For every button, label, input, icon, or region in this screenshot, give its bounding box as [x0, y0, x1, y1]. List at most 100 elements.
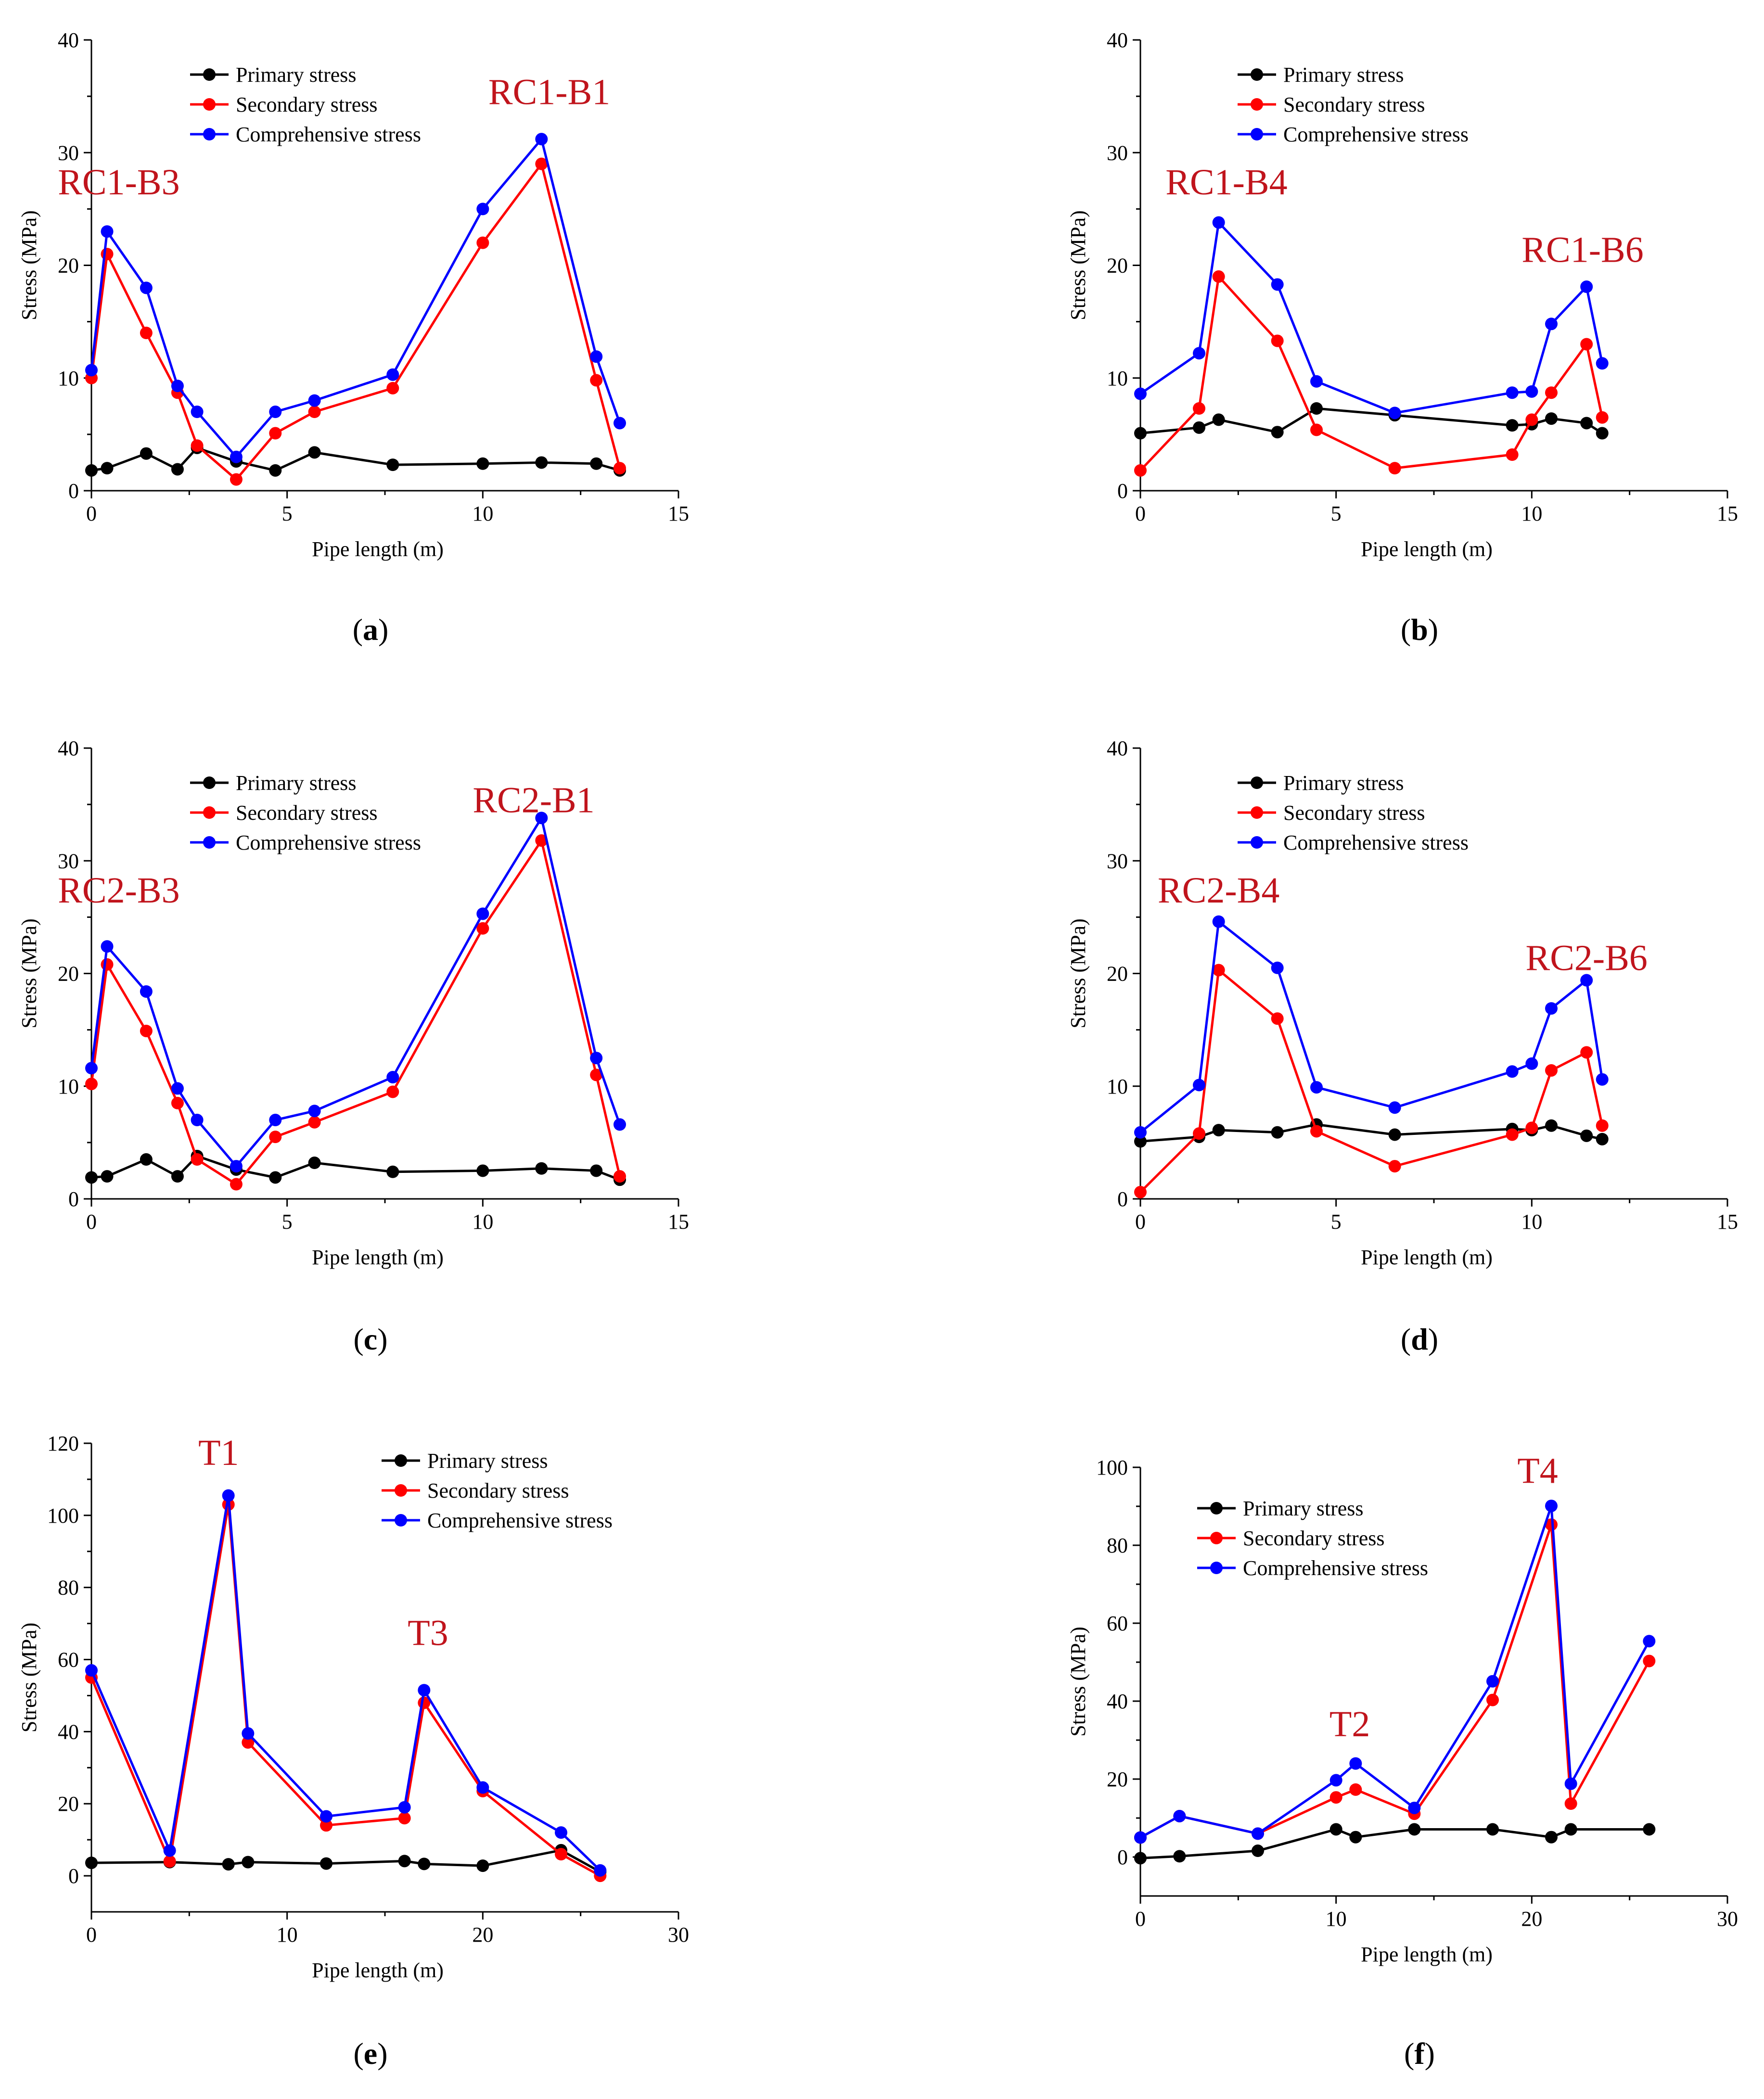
data-point-secondary — [386, 1085, 399, 1098]
data-point-secondary — [1193, 402, 1205, 415]
data-point-primary — [101, 1170, 114, 1183]
y-tick-label: 80 — [1107, 1534, 1128, 1557]
data-point-comprehensive — [1506, 1065, 1519, 1078]
data-point-primary — [1271, 426, 1284, 439]
data-point-comprehensive — [614, 1118, 626, 1131]
data-point-comprehensive — [535, 812, 548, 825]
legend-label-comprehensive: Comprehensive stress — [1283, 831, 1469, 854]
chart-panel-a: 0 10 20 30 40 0 5 10 15 Pipe length (m) Stress (MP… — [17, 28, 689, 647]
y-tick-label: 30 — [58, 141, 79, 165]
data-point-primary — [1408, 1823, 1421, 1836]
data-point-comprehensive — [418, 1684, 431, 1697]
data-point-primary — [269, 464, 282, 477]
legend-marker-primary — [203, 776, 216, 789]
annotation-label: RC2-B4 — [1158, 870, 1279, 911]
annotation-label: T4 — [1517, 1450, 1558, 1491]
data-point-comprehensive — [1252, 1827, 1264, 1840]
data-point-comprehensive — [1271, 961, 1284, 974]
y-tick-label: 40 — [1107, 737, 1128, 760]
data-point-comprehensive — [1643, 1635, 1656, 1648]
data-point-secondary — [269, 1131, 282, 1144]
y-tick-label: 20 — [58, 962, 79, 986]
legend-marker-primary — [1251, 68, 1263, 81]
legend-label-comprehensive: Comprehensive stress — [427, 1509, 613, 1532]
y-tick-label: 40 — [1107, 28, 1128, 52]
data-point-comprehensive — [386, 1071, 399, 1084]
x-axis-label: Pipe length (m) — [1361, 1246, 1493, 1269]
data-point-comprehensive — [230, 450, 243, 463]
data-point-secondary — [1212, 270, 1225, 283]
data-point-comprehensive — [1271, 278, 1284, 291]
data-point-secondary — [590, 1069, 603, 1081]
data-point-secondary — [269, 427, 282, 440]
data-point-secondary — [1525, 413, 1538, 426]
data-point-comprehensive — [1134, 1126, 1147, 1139]
annotation-label: RC1-B6 — [1521, 229, 1643, 270]
legend-label-comprehensive: Comprehensive stress — [236, 831, 421, 854]
data-point-primary — [1173, 1850, 1186, 1863]
data-point-secondary — [308, 1116, 321, 1129]
chart-panel-e: 0 20 40 60 80 100 120 0 10 20 30 Pipe length (m) Str… — [17, 1432, 689, 2071]
data-point-comprehensive — [614, 417, 626, 430]
data-point-secondary — [1134, 464, 1147, 477]
data-point-secondary — [1545, 1064, 1558, 1077]
data-point-comprehensive — [230, 1160, 243, 1173]
data-point-secondary — [398, 1812, 411, 1825]
data-point-secondary — [1564, 1797, 1577, 1810]
legend-marker-comprehensive — [1251, 128, 1263, 140]
series-line-primary — [91, 1849, 601, 1873]
data-point-primary — [269, 1171, 282, 1184]
panel-label: (d) — [1401, 1322, 1438, 1356]
legend-label-primary: Primary stress — [1243, 1497, 1364, 1520]
data-point-comprehensive — [590, 1052, 603, 1065]
data-point-primary — [140, 447, 153, 460]
data-point-comprehensive — [1329, 1774, 1342, 1787]
y-tick-label: 10 — [1107, 1075, 1128, 1098]
series-line-primary — [1140, 1828, 1649, 1859]
x-tick-label: 5 — [282, 1210, 293, 1234]
panel-label: (c) — [353, 1322, 387, 1356]
y-tick-label: 0 — [1117, 479, 1128, 503]
y-tick-label: 40 — [58, 737, 79, 760]
y-tick-label: 40 — [1107, 1690, 1128, 1713]
chart-panel-f: 0 20 40 60 80 100 0 10 20 30 Pipe length (m) Stress… — [1066, 1450, 1738, 2071]
data-point-comprehensive — [1580, 280, 1593, 293]
data-point-primary — [1212, 413, 1225, 426]
chart-panel-b: 0 10 20 30 40 0 5 10 15 Pipe length (m) Stress (MP… — [1066, 28, 1738, 647]
legend-label-primary: Primary stress — [236, 771, 357, 795]
y-axis-label: Stress (MPa) — [1066, 918, 1090, 1029]
y-axis-label: Stress (MPa) — [1066, 1627, 1090, 1737]
data-point-primary — [1388, 1128, 1401, 1141]
data-point-primary — [1134, 427, 1147, 440]
data-point-comprehensive — [1506, 386, 1519, 399]
data-point-secondary — [1271, 334, 1284, 347]
data-point-secondary — [1329, 1791, 1342, 1804]
legend-marker-comprehensive — [203, 128, 216, 140]
data-point-secondary — [1643, 1654, 1656, 1667]
data-point-secondary — [476, 236, 489, 249]
data-point-secondary — [1545, 1518, 1558, 1531]
data-point-comprehensive — [1408, 1801, 1421, 1814]
data-point-primary — [418, 1857, 431, 1870]
y-axis-label: Stress (MPa) — [17, 918, 41, 1029]
data-point-comprehensive — [1596, 1073, 1609, 1086]
y-axis-label: Stress (MPa) — [17, 210, 41, 320]
data-point-primary — [1596, 1132, 1609, 1145]
y-tick-label: 0 — [68, 1187, 79, 1211]
y-tick-label: 30 — [1107, 849, 1128, 873]
data-point-secondary — [1486, 1693, 1499, 1706]
data-point-primary — [320, 1857, 332, 1870]
legend-marker-secondary — [1251, 98, 1263, 111]
annotation-label: RC2-B6 — [1526, 938, 1648, 978]
panel-label: (b) — [1401, 612, 1438, 647]
annotation-label: RC1-B1 — [488, 72, 610, 113]
data-point-primary — [171, 1170, 184, 1183]
data-point-primary — [476, 457, 489, 470]
x-tick-label: 30 — [668, 1923, 689, 1946]
legend-label-comprehensive: Comprehensive stress — [236, 123, 421, 146]
chart-panel-d: 0 10 20 30 40 0 5 10 15 Pipe length (m) Stress (MP… — [1066, 737, 1738, 1356]
data-point-secondary — [1212, 964, 1225, 977]
data-point-comprehensive — [85, 1062, 98, 1075]
data-point-comprehensive — [191, 1114, 204, 1127]
legend-marker-secondary — [203, 98, 216, 111]
